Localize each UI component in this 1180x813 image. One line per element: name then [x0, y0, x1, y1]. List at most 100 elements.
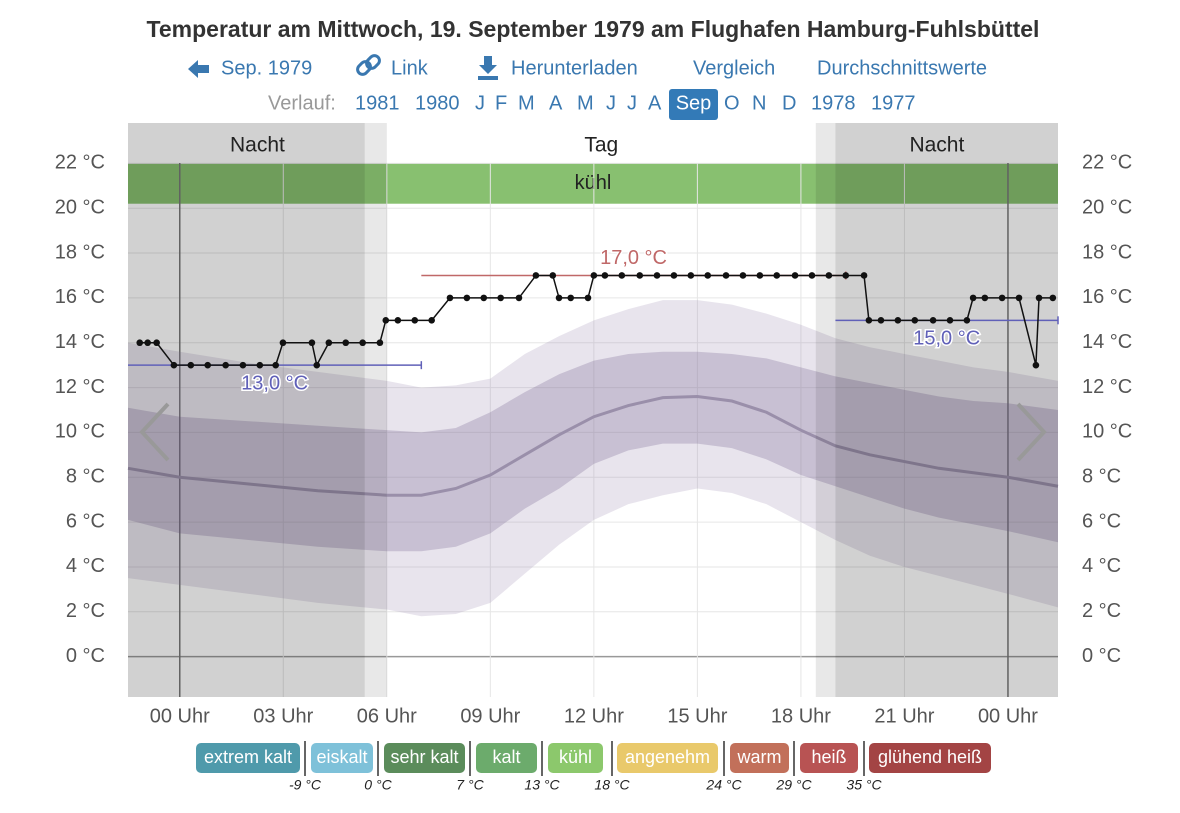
legend-label: extrem kalt	[204, 747, 292, 767]
history-link[interactable]: Sep	[676, 92, 712, 114]
history-link[interactable]: 1980	[415, 92, 460, 114]
range-label: 15,0 °C	[913, 328, 980, 350]
nav-link[interactable]: Herunterladen	[511, 57, 638, 79]
temperature-point	[911, 317, 919, 324]
temperature-point	[136, 339, 144, 347]
history-link[interactable]: J	[475, 92, 485, 114]
x-tick-label: 00 Uhr	[978, 705, 1038, 727]
history-link[interactable]: F	[495, 92, 507, 114]
temperature-point	[981, 294, 989, 302]
legend-swatch	[548, 743, 603, 773]
y2-tick-label: 6 °C	[1082, 510, 1121, 532]
temperature-point	[446, 294, 454, 302]
legend-label: kühl	[559, 747, 592, 767]
temperature-point	[653, 272, 661, 279]
range-label: 17,0 °C	[600, 247, 667, 269]
temperature-point	[170, 361, 178, 369]
y-tick-label: 16 °C	[55, 286, 105, 308]
temperature-point	[480, 294, 488, 302]
temperature-point	[998, 294, 1006, 302]
nav-link[interactable]: Sep. 1979	[221, 57, 312, 79]
temperature-point	[808, 272, 816, 279]
temperature-point	[946, 317, 954, 324]
temperature-point	[555, 294, 563, 302]
history-link[interactable]: M	[518, 92, 535, 114]
history-link[interactable]: A	[648, 92, 662, 114]
temperature-point	[929, 317, 937, 324]
temperature-point	[1035, 294, 1043, 302]
history-link[interactable]: J	[606, 92, 616, 114]
legend-threshold-label: 29 °C	[775, 777, 812, 793]
temperature-point	[584, 294, 592, 302]
temperature-point	[894, 317, 902, 324]
legend-threshold-label: 13 °C	[524, 777, 560, 793]
temperature-point	[279, 339, 287, 347]
temperature-point	[153, 339, 160, 347]
page-title: Temperatur am Mittwoch, 19. September 19…	[147, 16, 1040, 42]
legend-label: glühend heiß	[878, 747, 982, 767]
history-link[interactable]: 1978	[811, 92, 856, 114]
y-tick-label: 12 °C	[55, 376, 105, 398]
temperature-point	[567, 294, 575, 302]
temperature-point	[515, 294, 523, 302]
twilight	[364, 123, 387, 697]
temperature-point	[756, 272, 764, 279]
nav-link[interactable]: Link	[391, 57, 429, 79]
nav-link[interactable]: Durchschnittswerte	[817, 57, 987, 79]
download-icon[interactable]	[478, 56, 498, 80]
history-link[interactable]: J	[627, 92, 637, 114]
y-tick-label: 6 °C	[66, 510, 105, 532]
y2-tick-label: 10 °C	[1082, 421, 1132, 443]
temperature-point	[532, 272, 540, 279]
twilight	[815, 123, 836, 697]
legend-swatch	[476, 743, 537, 773]
history-link[interactable]: 1981	[355, 92, 400, 114]
temperature-point	[969, 294, 977, 302]
temperature-point	[411, 317, 419, 324]
nav-link[interactable]: Vergleich	[693, 57, 775, 79]
y-tick-label: 22 °C	[55, 152, 105, 174]
y-tick-label: 18 °C	[55, 241, 105, 263]
y-tick-label: 10 °C	[55, 421, 105, 443]
y-tick-label: 14 °C	[55, 331, 105, 353]
climate-mean-line	[127, 395, 1059, 497]
temperature-point	[204, 361, 212, 369]
temperature-point	[704, 272, 712, 279]
legend-threshold-label: 24 °C	[705, 777, 742, 793]
link-icon[interactable]	[356, 54, 382, 77]
history-link[interactable]: N	[752, 92, 766, 114]
history-link[interactable]: 1977	[871, 92, 916, 114]
prev-arrow[interactable]	[139, 402, 170, 462]
temperature-point	[601, 272, 609, 279]
temperature-point	[497, 294, 504, 302]
legend-swatch	[800, 743, 858, 773]
climate-outer-band	[128, 300, 1058, 617]
x-tick-label: 12 Uhr	[564, 705, 624, 727]
y2-tick-label: 22 °C	[1082, 152, 1132, 174]
legend-swatch	[617, 743, 718, 773]
climate-inner-band	[128, 351, 1058, 552]
x-tick-label: 03 Uhr	[253, 705, 313, 727]
temperature-point	[877, 317, 885, 324]
temperature-point	[463, 294, 471, 302]
legend-threshold-label: 7 °C	[456, 777, 484, 793]
legend-threshold-label: 35 °C	[846, 777, 882, 793]
history-link[interactable]: M	[577, 92, 594, 114]
temperature-point	[618, 272, 626, 279]
x-tick-label: 06 Uhr	[357, 705, 417, 727]
x-tick-label: 18 Uhr	[771, 705, 831, 727]
temperature-point	[773, 272, 781, 279]
next-arrow[interactable]	[1016, 402, 1047, 462]
legend-threshold-label: -9 °C	[289, 777, 322, 793]
y-tick-label: 2 °C	[66, 600, 105, 622]
back-icon[interactable]	[188, 60, 209, 78]
legend-swatch	[384, 743, 465, 773]
history-link[interactable]: A	[549, 92, 563, 114]
period-label: Nacht	[909, 134, 964, 157]
history-link[interactable]: O	[724, 92, 740, 114]
legend-label: kalt	[492, 747, 520, 767]
history-link[interactable]: D	[782, 92, 796, 114]
x-tick-label: 15 Uhr	[667, 705, 727, 727]
temperature-point	[636, 272, 644, 279]
temperature-point	[187, 361, 195, 369]
